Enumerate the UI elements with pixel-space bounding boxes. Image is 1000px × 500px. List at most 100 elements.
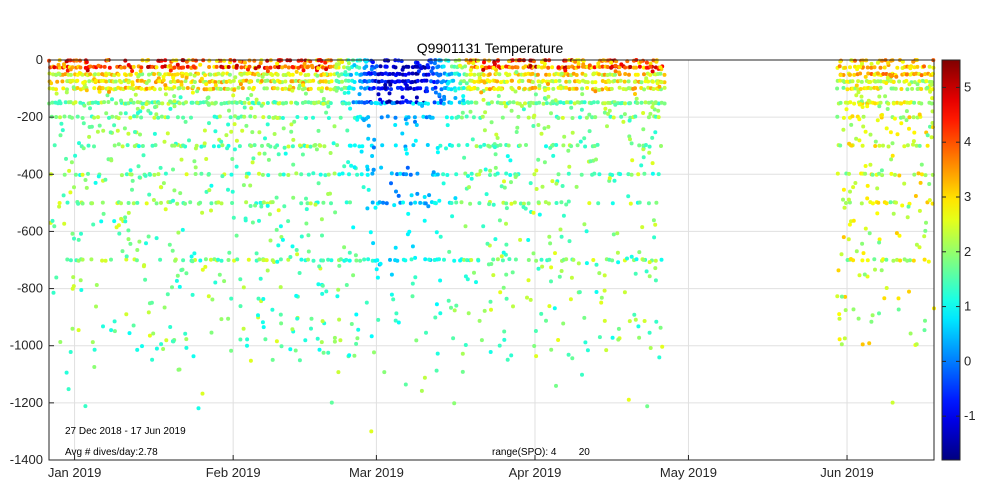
data-point	[347, 353, 352, 358]
data-point	[64, 90, 69, 95]
data-point	[848, 65, 852, 70]
data-point	[188, 72, 193, 77]
data-point	[848, 257, 853, 261]
data-point	[621, 119, 626, 124]
data-point	[257, 171, 261, 176]
data-point	[479, 90, 484, 95]
data-point	[510, 270, 515, 275]
data-point	[50, 218, 55, 223]
data-point	[929, 80, 934, 84]
data-point	[258, 276, 263, 281]
data-point	[901, 115, 906, 120]
data-point	[459, 200, 464, 205]
data-point	[456, 114, 461, 119]
data-point	[567, 164, 572, 169]
data-point	[559, 200, 564, 205]
data-point	[83, 65, 88, 70]
data-point	[559, 71, 564, 76]
data-point	[143, 277, 148, 282]
data-point	[238, 82, 243, 87]
data-point	[253, 203, 258, 208]
data-point	[96, 115, 100, 120]
data-point	[177, 101, 182, 106]
data-point	[854, 93, 859, 98]
data-point	[253, 66, 258, 71]
data-point	[863, 74, 868, 79]
data-point	[430, 66, 435, 70]
data-point	[218, 87, 223, 91]
data-point	[557, 274, 562, 279]
data-point	[58, 133, 63, 138]
data-point	[434, 368, 439, 373]
data-point	[200, 267, 205, 272]
data-point	[539, 257, 544, 262]
data-point	[508, 173, 513, 177]
data-point	[152, 172, 157, 177]
data-point	[144, 201, 149, 206]
data-point	[499, 254, 504, 259]
data-point	[566, 65, 571, 70]
data-point	[477, 201, 482, 206]
data-point	[148, 172, 152, 177]
data-point	[550, 99, 555, 104]
data-point	[334, 88, 339, 93]
data-point	[447, 249, 452, 254]
data-point	[344, 283, 349, 287]
data-point	[172, 85, 177, 90]
data-point	[135, 248, 140, 252]
data-point	[357, 65, 362, 70]
data-point	[906, 204, 911, 209]
data-point	[413, 200, 418, 205]
data-point	[137, 239, 142, 244]
data-point	[410, 80, 415, 84]
data-point	[309, 326, 313, 331]
data-point	[630, 158, 635, 163]
data-point	[526, 115, 531, 120]
data-point	[846, 237, 851, 242]
data-point	[256, 296, 261, 301]
data-point	[88, 106, 92, 111]
data-point	[260, 143, 264, 148]
data-point	[184, 72, 189, 77]
data-point	[140, 101, 145, 106]
data-point	[321, 101, 326, 106]
data-point	[502, 101, 507, 105]
data-point	[108, 86, 113, 91]
data-point	[275, 61, 280, 66]
data-point	[549, 279, 553, 284]
data-point	[493, 152, 498, 157]
data-point	[139, 78, 144, 83]
data-point	[198, 258, 203, 263]
data-point	[884, 286, 889, 290]
data-point	[543, 88, 548, 93]
data-point	[566, 199, 571, 204]
data-point	[268, 144, 273, 149]
data-point	[544, 144, 548, 149]
data-point	[147, 333, 152, 338]
data-point	[858, 71, 863, 76]
data-point	[171, 339, 176, 344]
data-point	[856, 90, 861, 95]
data-point	[92, 365, 97, 369]
data-point	[162, 139, 167, 144]
data-point	[270, 357, 275, 362]
data-point	[351, 273, 356, 278]
data-point	[492, 142, 497, 147]
data-point	[227, 108, 231, 113]
data-point	[404, 121, 409, 126]
data-point	[203, 257, 208, 262]
data-point	[437, 73, 441, 78]
data-point	[383, 64, 388, 69]
data-point	[648, 72, 653, 77]
data-point	[93, 180, 98, 185]
data-point	[842, 336, 847, 341]
data-point	[556, 116, 561, 120]
data-point	[578, 139, 583, 144]
data-point	[284, 100, 289, 105]
data-point	[462, 257, 466, 262]
data-point	[80, 116, 85, 120]
data-point	[77, 71, 82, 75]
data-point	[446, 298, 451, 303]
data-point	[232, 87, 237, 92]
data-point	[585, 348, 590, 353]
